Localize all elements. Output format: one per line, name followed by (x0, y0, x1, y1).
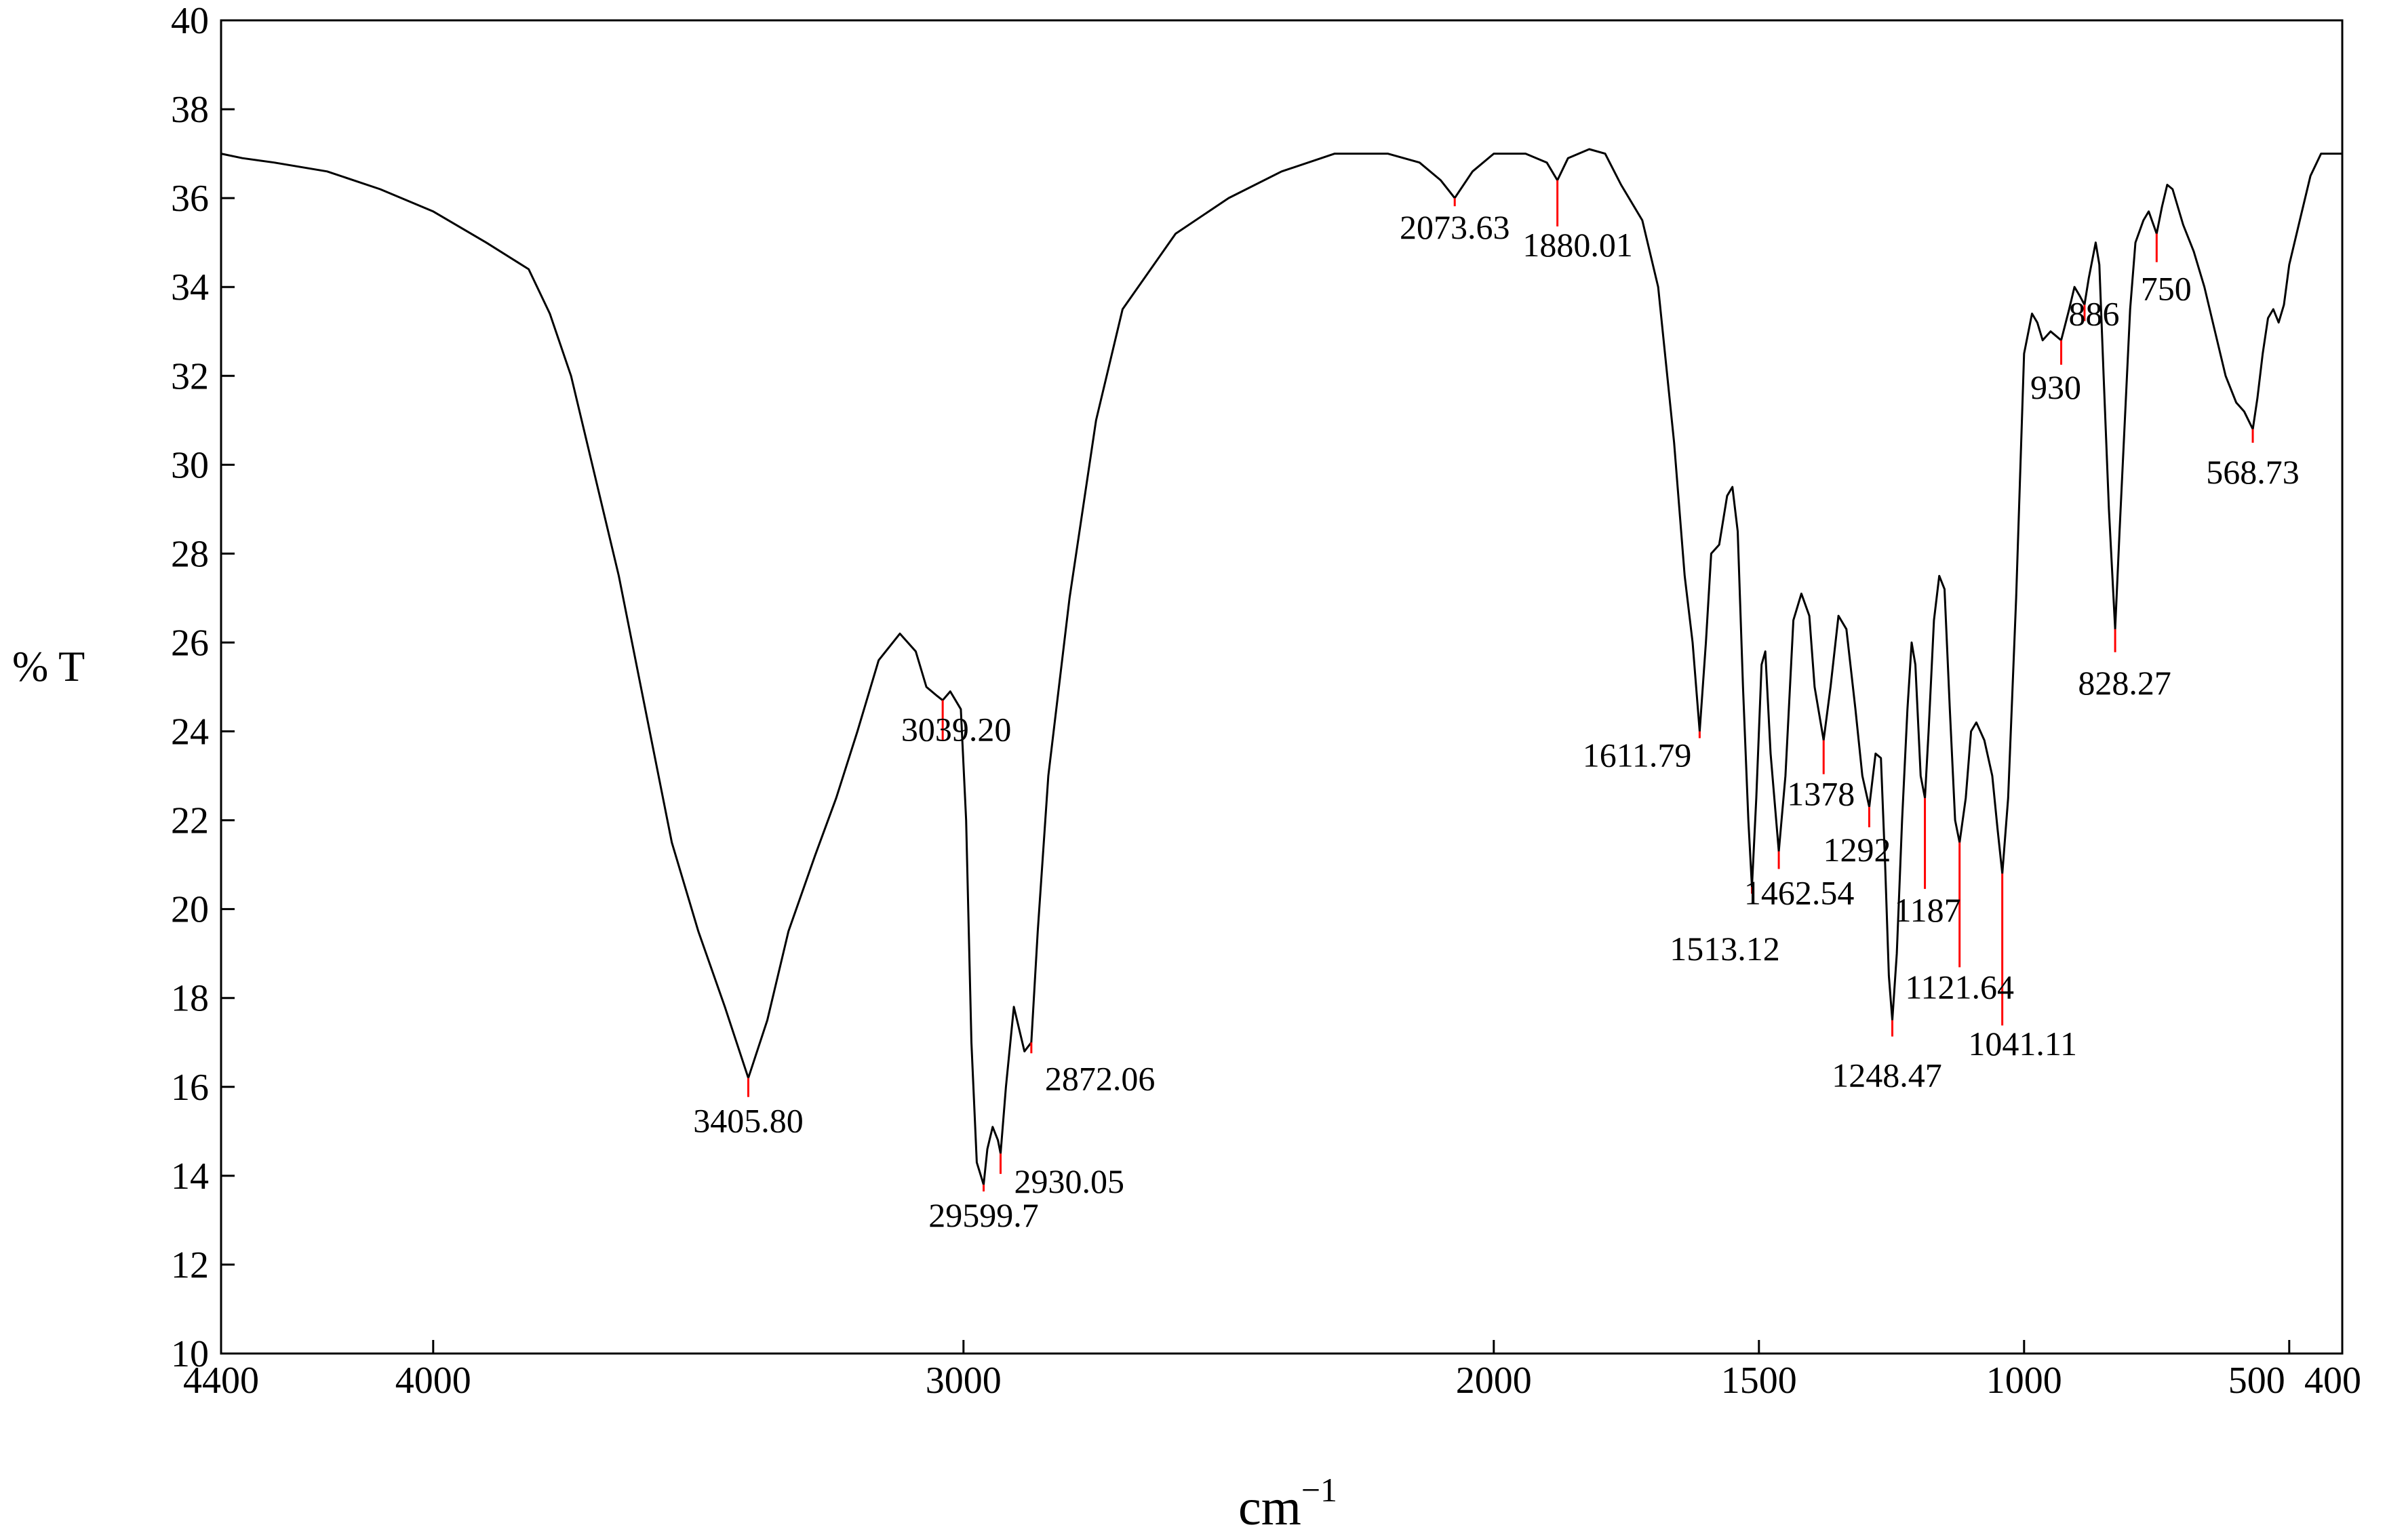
y-tick-label: 38 (171, 89, 209, 131)
x-axis-title-superscript: −1 (1301, 1471, 1337, 1509)
peak-label: 568.73 (2206, 453, 2300, 491)
x-axis-title-unit: cm (1238, 1479, 1301, 1536)
peak-markers (747, 180, 2254, 1191)
peak-label: 1513.12 (1670, 930, 1780, 968)
y-axis-title: % T (12, 642, 85, 690)
peak-label: 1248.47 (1832, 1057, 1942, 1094)
peak-label: 1187 (1894, 891, 1960, 929)
x-tick-label: 2000 (1456, 1360, 1532, 1402)
y-tick-label: 32 (171, 355, 209, 397)
peak-label: 29599.7 (928, 1196, 1039, 1234)
peak-label: 2872.06 (1045, 1059, 1156, 1097)
peak-label: 1041.11 (1968, 1025, 2077, 1063)
peak-label: 1462.54 (1744, 873, 1855, 911)
y-tick-label: 34 (171, 266, 209, 309)
y-axis-ticks: 10 12 14 16 18 20 22 24 26 28 30 32 34 36 38 40 (171, 0, 235, 1375)
peak-label: 3039.20 (901, 711, 1012, 749)
peak-label: 2073.63 (1400, 208, 1510, 246)
x-tick-label: 1000 (1986, 1360, 2062, 1402)
y-tick-label: 18 (171, 978, 209, 1020)
x-tick-label: 500 (2228, 1360, 2285, 1402)
peak-label: 750 (2141, 270, 2192, 308)
peak-label: 1121.64 (1905, 968, 2014, 1006)
x-tick-label: 400 (2304, 1360, 2361, 1402)
y-tick-label: 28 (171, 533, 209, 575)
x-tick-label: 1500 (1721, 1360, 1797, 1402)
peak-label: 930 (2030, 368, 2081, 406)
y-tick-label: 16 (171, 1067, 209, 1109)
peak-label: 3405.80 (693, 1102, 804, 1140)
x-axis-title: cm−1 (1238, 1471, 1337, 1536)
x-tick-label: 4000 (395, 1360, 471, 1402)
y-tick-label: 26 (171, 622, 209, 664)
peak-label: 1611.79 (1583, 736, 1692, 774)
y-tick-label: 36 (171, 178, 209, 220)
y-tick-label: 30 (171, 444, 209, 486)
y-tick-label: 20 (171, 889, 209, 931)
peak-label: 828.27 (2078, 664, 2171, 702)
y-tick-label: 24 (171, 711, 209, 753)
x-tick-label: 4400 (183, 1360, 259, 1402)
peak-label: 1880.01 (1522, 226, 1633, 264)
y-tick-label: 14 (171, 1156, 209, 1198)
x-tick-label: 3000 (926, 1360, 1002, 1402)
peak-label: 2930.05 (1014, 1162, 1125, 1200)
spectrum-line (220, 148, 2342, 1186)
x-axis-ticks: 4400 4000 3000 2000 1500 1000 500 400 (183, 1340, 2361, 1402)
y-tick-label: 40 (171, 0, 209, 42)
peak-label: 1378 (1787, 775, 1855, 813)
peak-label: 886 (2068, 294, 2119, 332)
plot-frame (220, 19, 2344, 1355)
y-tick-label: 10 (171, 1333, 209, 1375)
y-tick-label: 12 (171, 1244, 209, 1286)
y-tick-label: 22 (171, 800, 209, 842)
peak-label: 1292 (1823, 831, 1891, 869)
